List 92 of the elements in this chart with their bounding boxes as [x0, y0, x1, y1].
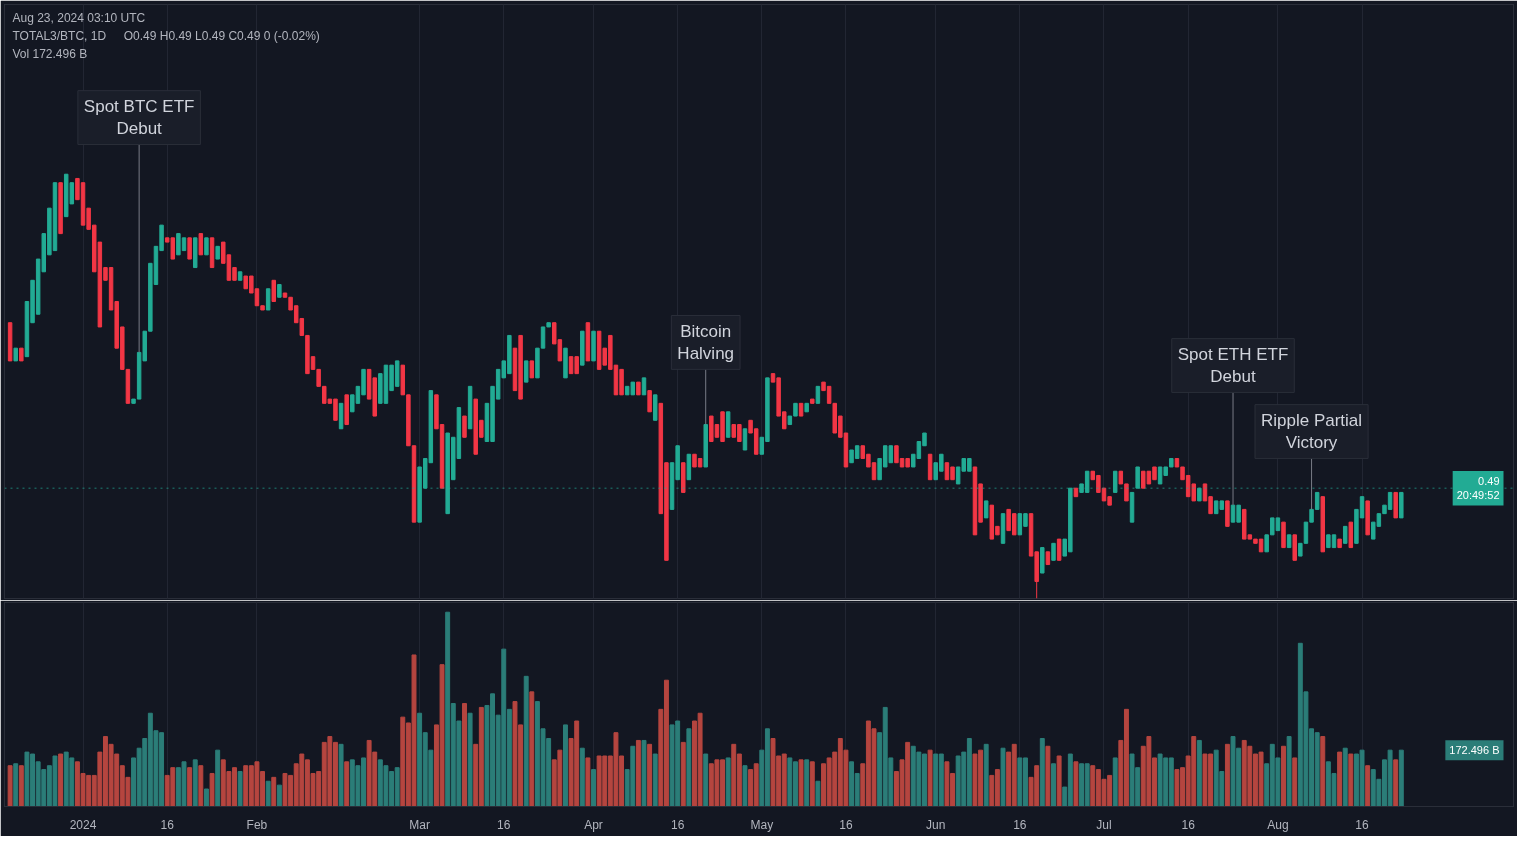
bar — [1045, 745, 1051, 807]
bar — [804, 759, 810, 807]
bar — [1342, 747, 1348, 807]
bar — [725, 757, 731, 807]
x-tick-label: Apr — [584, 817, 603, 832]
candlestick — [523, 360, 529, 383]
annotation: 172.496 B — [1449, 744, 1500, 757]
bar — [237, 771, 243, 807]
candlestick — [271, 279, 276, 302]
bar — [203, 788, 209, 807]
candlestick — [265, 288, 271, 311]
ref-line-label: Spot ETH ETF Debut — [1177, 344, 1289, 387]
bar — [635, 739, 641, 807]
text: Aug 23, 2024 03:10 UTC — [12, 10, 146, 25]
bar — [338, 743, 344, 807]
bar — [198, 765, 204, 807]
bar — [1039, 738, 1045, 807]
bar — [815, 780, 821, 807]
bar — [1286, 736, 1292, 807]
bar — [563, 724, 568, 807]
bar — [18, 765, 24, 807]
candlestick — [647, 390, 652, 413]
bar — [1365, 765, 1371, 807]
bar — [585, 757, 591, 807]
bar — [1112, 757, 1118, 807]
bar — [809, 761, 815, 807]
bar — [1056, 755, 1062, 807]
ref-line-label: Ripple Partial Victory — [1261, 410, 1363, 453]
x-tick-label: Mar — [409, 817, 430, 832]
bar — [742, 765, 748, 807]
bar — [1337, 751, 1343, 807]
bar — [591, 769, 596, 807]
ref-line-label: Spot BTC ETF Debut — [83, 96, 195, 139]
bar — [652, 753, 658, 807]
x-tick-label: 16 — [1013, 817, 1027, 832]
bar — [579, 747, 585, 807]
x-tick-label: Aug — [1267, 817, 1289, 832]
bar — [467, 712, 473, 807]
x-tick-label: Feb — [246, 817, 268, 832]
bar — [647, 743, 653, 807]
bar — [1224, 743, 1230, 807]
bar — [209, 772, 215, 807]
x-tick-label: 16 — [497, 817, 511, 832]
bar — [686, 728, 692, 807]
bar — [58, 753, 64, 807]
bar — [1292, 757, 1298, 807]
text: O0.49 H0.49 L0.49 C0.49 0 (-0.02%) — [123, 28, 320, 43]
bar — [523, 675, 529, 807]
annotation: 0.49 20:49:52 — [1456, 474, 1500, 502]
text: Vol 172.496 B — [12, 46, 88, 61]
ref-line-label: Bitcoin Halving — [677, 321, 735, 364]
bar — [983, 743, 989, 807]
x-tick-label: 16 — [1181, 817, 1196, 832]
bar — [192, 759, 198, 807]
bar — [1393, 759, 1399, 807]
bar — [7, 765, 13, 807]
bar — [1320, 736, 1326, 807]
candlestick — [198, 233, 204, 256]
bar — [271, 776, 277, 807]
x-tick-label: Jun — [926, 817, 946, 832]
x-tick-label: 16 — [1355, 817, 1370, 832]
candlestick — [742, 428, 748, 451]
candlestick — [1056, 538, 1062, 561]
x-tick-label: 16 — [160, 817, 175, 832]
bar — [641, 739, 647, 807]
chart-title: TOTAL3/BTC, 1D — [12, 28, 107, 43]
bar — [215, 749, 221, 807]
x-tick-label: 2024 — [69, 817, 97, 832]
x-tick-label: Jul — [1096, 817, 1112, 832]
x-tick-label: 16 — [670, 817, 685, 832]
bar — [1196, 739, 1202, 807]
bar — [927, 749, 933, 807]
candlestick — [187, 237, 192, 260]
bar — [1051, 763, 1056, 807]
bar — [1281, 745, 1286, 807]
bar — [265, 780, 271, 807]
bar — [529, 691, 535, 807]
bar — [703, 753, 709, 807]
bar — [276, 784, 282, 807]
bar — [1348, 753, 1354, 807]
bar — [13, 763, 19, 807]
bar — [798, 759, 804, 807]
bar — [1000, 747, 1006, 807]
bar — [1398, 749, 1404, 807]
bar — [680, 741, 686, 807]
bar — [187, 767, 193, 807]
bar — [344, 761, 350, 807]
candlestick — [462, 415, 467, 438]
x-tick-label: 16 — [839, 817, 853, 832]
bar — [1073, 761, 1079, 807]
x-tick-label: May — [750, 817, 774, 832]
bar — [462, 703, 467, 807]
